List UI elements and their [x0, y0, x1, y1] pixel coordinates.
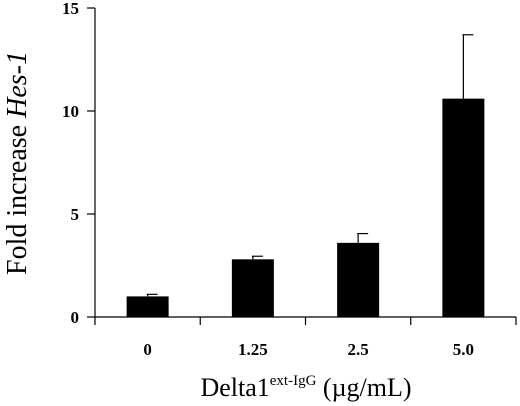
- x-tick-label: 0: [143, 340, 152, 359]
- chart-bars: [126, 98, 485, 317]
- y-axis-label: Fold increase Hes-1: [2, 51, 33, 275]
- y-tick-label: 15: [62, 0, 79, 18]
- chart-error-bars: [146, 34, 474, 297]
- bar-0: [126, 296, 169, 317]
- x-tick-label: 5.0: [453, 340, 474, 359]
- y-tick-label: 5: [71, 205, 80, 224]
- bar-5.0: [442, 98, 485, 317]
- x-axis-label-units: (µg/mL): [316, 373, 411, 402]
- x-tick-label: 1.25: [238, 340, 268, 359]
- x-tick-labels: 0 1.25 2.5 5.0: [143, 340, 474, 359]
- y-axis-label-text: Fold increase: [2, 118, 33, 275]
- y-tick-label: 0: [71, 308, 80, 327]
- x-axis-label: Delta1ext-IgG (µg/mL): [200, 373, 411, 402]
- bar-2.5: [337, 242, 380, 317]
- y-tick-labels: 0 5 10 15: [62, 0, 79, 327]
- x-axis-label-text: Delta1: [200, 373, 269, 402]
- x-tick-label: 2.5: [348, 340, 369, 359]
- x-axis-label-superscript: ext-IgG: [270, 373, 317, 389]
- bar-1.25: [231, 259, 274, 317]
- y-tick-label: 10: [62, 102, 79, 121]
- y-axis-label-gene: Hes-1: [2, 51, 33, 119]
